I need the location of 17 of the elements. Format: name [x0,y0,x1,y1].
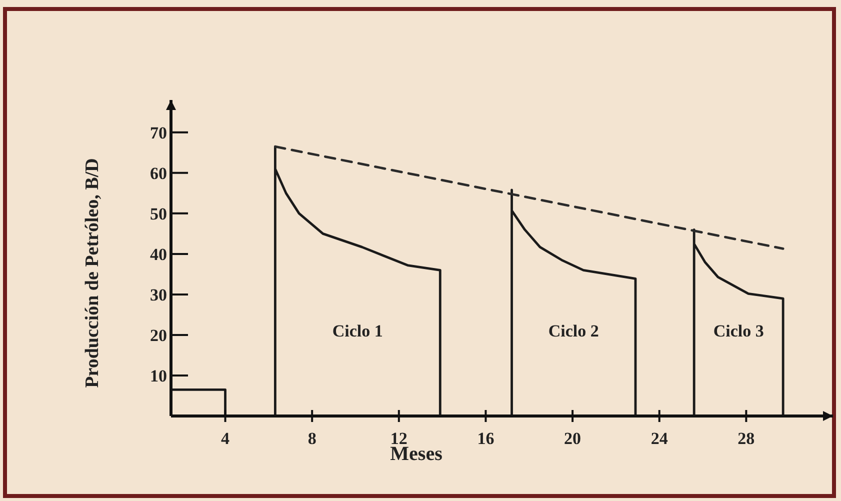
x-tick-label: 28 [738,429,755,448]
x-tick-label: 4 [221,429,230,448]
y-axis-title: Producción de Petróleo, B/D [82,158,103,388]
y-tick-label: 30 [150,285,167,304]
annotation: Ciclo 1 [332,322,383,341]
x-tick-label: 16 [477,429,494,448]
y-tick-label: 40 [150,244,167,264]
y-tick-label: 70 [150,123,167,142]
x-tick-label: 24 [650,429,668,448]
y-tick-label: 10 [150,366,167,386]
y-tick-label: 50 [150,204,167,224]
annotation: Ciclo 3 [713,322,764,341]
annotation: Ciclo 2 [548,322,599,341]
y-tick-label: 20 [150,326,167,345]
x-tick-label: 20 [564,429,582,448]
x-tick-label: 8 [308,429,316,448]
y-tick-label: 60 [150,164,167,183]
